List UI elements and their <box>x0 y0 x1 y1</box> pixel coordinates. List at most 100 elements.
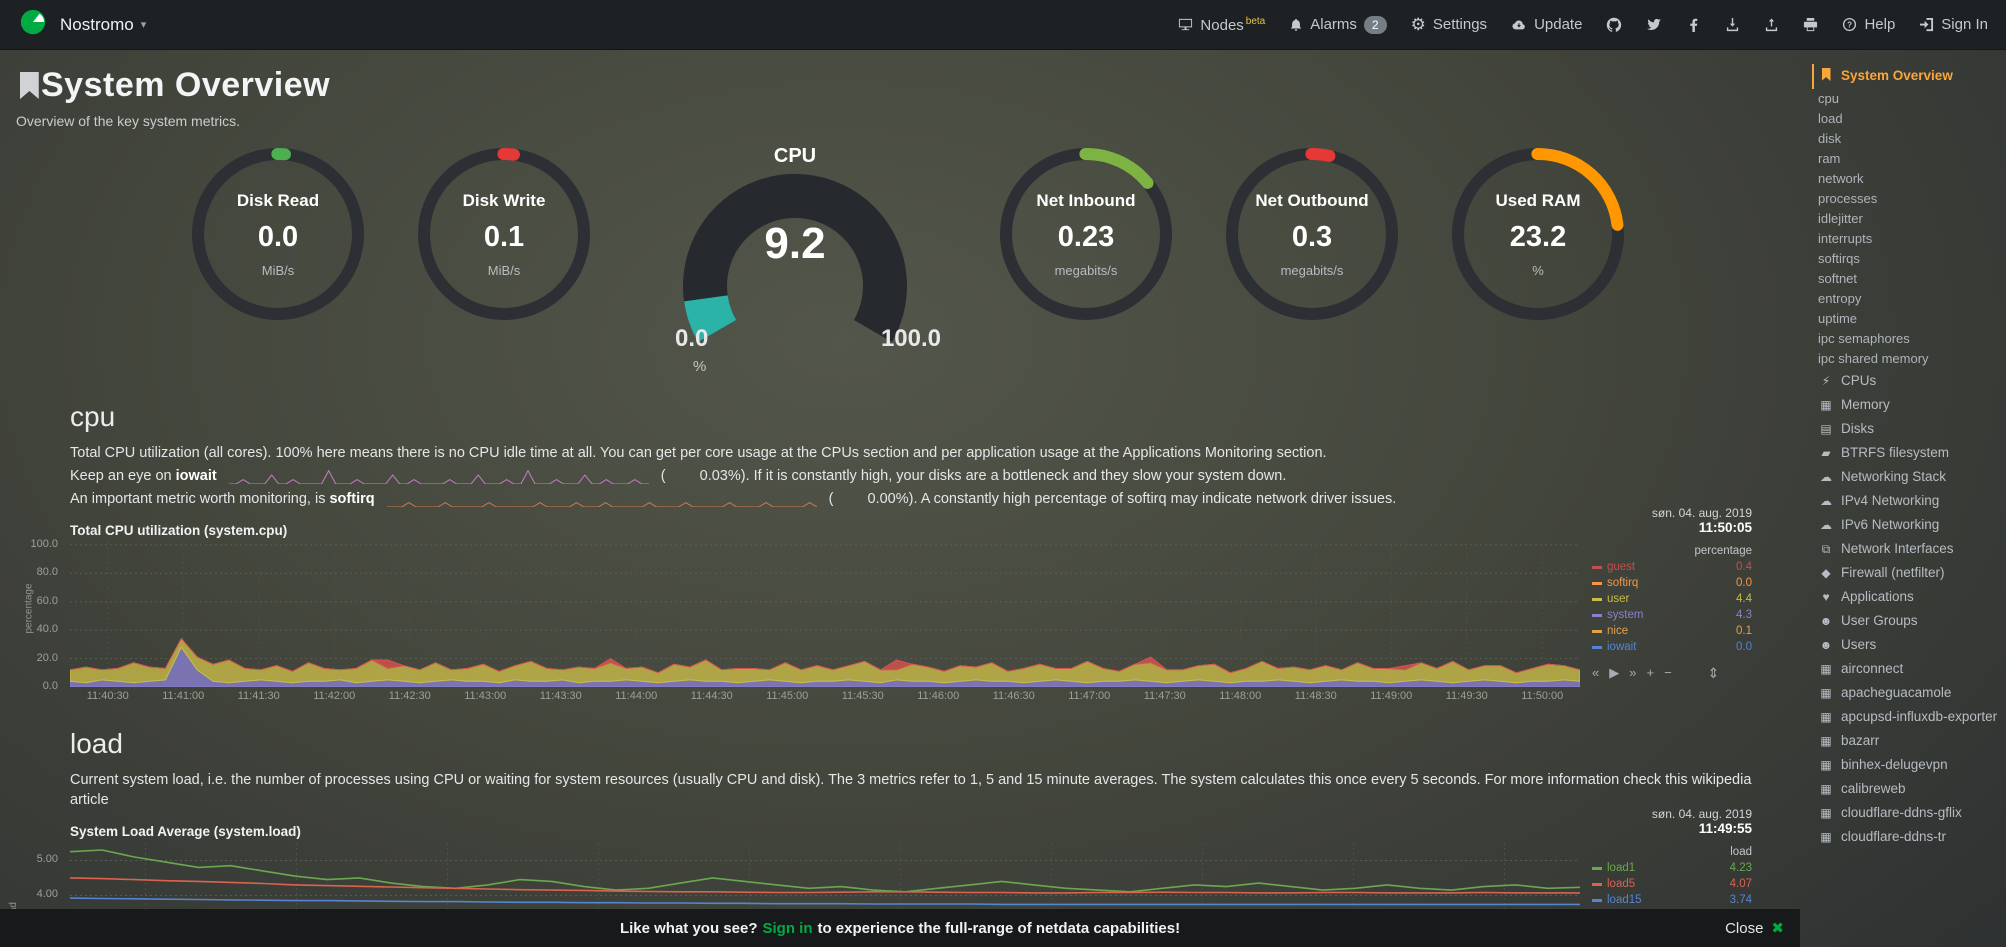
legend-row[interactable]: nice 0.1 <box>1592 623 1752 639</box>
cpu-gauge[interactable]: CPU 9.2 0.0 100.0 % <box>635 145 955 375</box>
play-icon[interactable]: ▶ <box>1609 665 1620 680</box>
settings-button[interactable]: ⚙ Settings <box>1410 15 1488 34</box>
legend-time: 11:49:55 <box>1698 821 1752 836</box>
print-button[interactable] <box>1803 17 1818 32</box>
hostname-menu[interactable]: Nostromo ▾ <box>60 15 146 35</box>
sidebar-item[interactable]: softnet <box>1812 269 2002 289</box>
legend-row[interactable]: softirq 0.0 <box>1592 575 1752 591</box>
alarms-button[interactable]: Alarms 2 <box>1289 15 1387 34</box>
sidebar-item[interactable]: ▦ airconnect <box>1812 657 2002 681</box>
facebook-button[interactable] <box>1686 17 1701 32</box>
net-outbound-gauge[interactable]: Net Outbound 0.3 megabits/s <box>1223 145 1401 333</box>
sidebar-item-label: idlejitter <box>1818 211 1863 226</box>
promo-signin-link[interactable]: Sign in <box>762 919 813 937</box>
legend-row[interactable]: iowait 0.0 <box>1592 639 1752 655</box>
close-icon: ✖ <box>1771 920 1784 937</box>
cpu-chart-yticks: 100.0 80.0 60.0 40.0 20.0 0.0 <box>30 537 58 692</box>
svg-text:?: ? <box>1848 20 1853 29</box>
sidebar-item-label: ram <box>1818 151 1841 166</box>
sidebar-item[interactable]: ☁ Networking Stack <box>1812 465 2002 489</box>
nodes-icon <box>1179 18 1193 31</box>
sidebar-item[interactable]: load <box>1812 109 2002 129</box>
sidebar-item[interactable]: disk <box>1812 129 2002 149</box>
legend-row[interactable]: system 4.3 <box>1592 607 1752 623</box>
sidebar-item[interactable]: ☻ User Groups <box>1812 609 2002 633</box>
netdata-logo[interactable] <box>18 7 48 42</box>
sidebar-item[interactable]: ipc shared memory <box>1812 349 2002 369</box>
gauge-max: 100.0 <box>880 325 941 352</box>
sidebar-item[interactable]: ▤ Disks <box>1812 417 2002 441</box>
zoom-out-icon[interactable]: − <box>1664 665 1672 680</box>
promo-close-button[interactable]: Close ✖ <box>1725 919 1784 938</box>
sidebar-item[interactable]: ▦ binhex-delugevpn <box>1812 753 2002 777</box>
sidebar-item[interactable]: ipc semaphores <box>1812 329 2002 349</box>
github-button[interactable] <box>1606 17 1622 33</box>
sidebar-item[interactable]: cpu <box>1812 89 2002 109</box>
softirq-sparkline[interactable] <box>386 491 817 508</box>
disk-write-gauge[interactable]: Disk Write 0.1 MiB/s <box>415 145 593 333</box>
legend-row[interactable]: user 4.4 <box>1592 591 1752 607</box>
disk-read-gauge[interactable]: Disk Read 0.0 MiB/s <box>189 145 367 333</box>
users-icon: ☻ <box>1819 614 1833 628</box>
legend-row[interactable]: guest 0.4 <box>1592 559 1752 575</box>
sidebar-item[interactable]: ▦ Memory <box>1812 393 2002 417</box>
sidebar-item-label: User Groups <box>1841 613 1918 628</box>
sidebar-item[interactable]: System Overview <box>1812 64 2002 89</box>
cpu-chart-plot[interactable] <box>70 542 1580 687</box>
sidebar-item-label: airconnect <box>1841 661 1904 676</box>
sidebar-item-label: calibreweb <box>1841 781 1906 796</box>
legend-row[interactable]: load5 4.07 <box>1592 876 1752 892</box>
sidebar-item[interactable]: ☁ IPv6 Networking <box>1812 513 2002 537</box>
gauge-title: Net Inbound <box>1036 191 1136 210</box>
help-button[interactable]: ? Help <box>1842 16 1895 33</box>
sidebar-item-label: Network Interfaces <box>1841 541 1954 556</box>
gauge-unit: % <box>1532 263 1544 278</box>
sidebar-item[interactable]: idlejitter <box>1812 209 2002 229</box>
page-title: System Overview <box>41 66 331 104</box>
sidebar-item[interactable]: ▦ calibreweb <box>1812 777 2002 801</box>
export-button[interactable] <box>1764 17 1779 32</box>
sidebar-item[interactable]: ⧉ Network Interfaces <box>1812 537 2002 561</box>
import-button[interactable] <box>1725 17 1740 32</box>
legend-date: søn. 04. aug. 2019 <box>1651 506 1752 520</box>
sidebar-item[interactable]: ▦ cloudflare-ddns-tr <box>1812 825 2002 849</box>
grid-icon: ▦ <box>1820 782 1832 796</box>
sidebar-item[interactable]: ▦ apacheguacamole <box>1812 681 2002 705</box>
iowait-sparkline[interactable] <box>228 468 649 485</box>
legend-row[interactable]: load1 4.23 <box>1592 860 1752 876</box>
sidebar-item[interactable]: ⚡ CPUs <box>1812 369 2002 393</box>
sidebar-item[interactable]: ☻ Users <box>1812 633 2002 657</box>
legend-row[interactable]: load15 3.74 <box>1592 892 1752 908</box>
net-inbound-gauge[interactable]: Net Inbound 0.23 megabits/s <box>997 145 1175 333</box>
signin-button[interactable]: Sign In <box>1919 16 1988 33</box>
sidebar-item[interactable]: softirqs <box>1812 249 2002 269</box>
sidebar-item[interactable]: processes <box>1812 189 2002 209</box>
sidebar-item[interactable]: ▦ apcupsd-influxdb-exporter <box>1812 705 2002 729</box>
promo-text-post: to experience the full-range of netdata … <box>817 919 1181 937</box>
sidebar-item[interactable]: network <box>1812 169 2002 189</box>
sidebar-item[interactable]: uptime <box>1812 309 2002 329</box>
sidebar-item[interactable]: entropy <box>1812 289 2002 309</box>
sidebar-item[interactable]: ☁ IPv4 Networking <box>1812 489 2002 513</box>
pan-forward-icon[interactable]: » <box>1629 665 1637 680</box>
sidebar-menu: System Overview cpu load disk ram network proc… <box>1800 50 2006 947</box>
grid-icon: ▦ <box>1820 806 1832 820</box>
sidebar-item[interactable]: ♥ Applications <box>1812 585 2002 609</box>
legend-value: 0.0 <box>1736 577 1752 589</box>
twitter-button[interactable] <box>1646 17 1662 33</box>
sidebar-item[interactable]: ◆ Firewall (netfilter) <box>1812 561 2002 585</box>
pan-backward-icon[interactable]: « <box>1592 665 1600 680</box>
sidebar-item[interactable]: ▦ cloudflare-ddns-gflix <box>1812 801 2002 825</box>
cloud-icon: ☁ <box>1820 494 1832 508</box>
sidebar-item[interactable]: interrupts <box>1812 229 2002 249</box>
gauge-value: 0.3 <box>1291 221 1333 253</box>
update-button[interactable]: Update <box>1511 16 1582 33</box>
sidebar-item[interactable]: ▦ bazarr <box>1812 729 2002 753</box>
used-ram-gauge[interactable]: Used RAM 23.2 % <box>1449 145 1627 333</box>
resize-handle-icon[interactable]: ⇕ <box>1707 665 1720 681</box>
zoom-in-icon[interactable]: + <box>1646 665 1655 680</box>
sidebar-item[interactable]: ram <box>1812 149 2002 169</box>
sidebar-item[interactable]: ▰ BTRFS filesystem <box>1812 441 2002 465</box>
nodes-button[interactable]: Nodes beta <box>1178 16 1265 34</box>
legend-swatch <box>1592 581 1602 585</box>
